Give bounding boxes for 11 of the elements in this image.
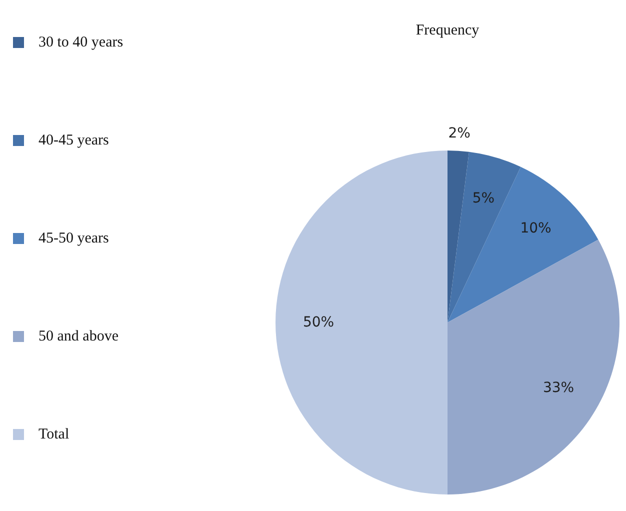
- legend-label: 40-45 years: [38, 132, 110, 148]
- legend-label: 45-50 years: [38, 230, 110, 246]
- legend-label: 30 to 40 years: [38, 34, 124, 50]
- data-label: 33%: [542, 380, 574, 396]
- data-label: 5%: [472, 190, 495, 207]
- data-label: 2%: [448, 126, 470, 142]
- data-label: 50%: [302, 314, 334, 330]
- chart-title: Frequency: [416, 22, 480, 38]
- legend-label: 50 and above: [38, 328, 119, 344]
- data-label: 10%: [520, 220, 552, 236]
- legend-label: Total: [38, 426, 70, 442]
